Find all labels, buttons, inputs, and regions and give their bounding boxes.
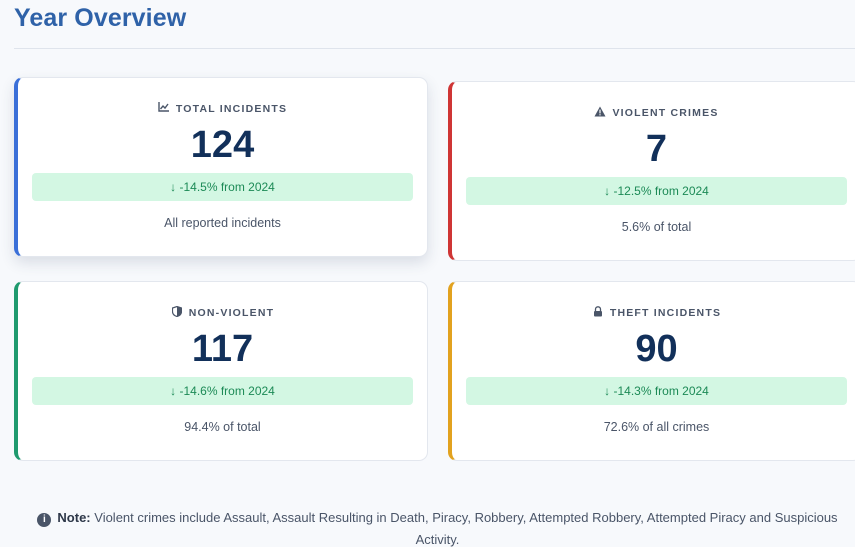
card-subtext: 72.6% of all crimes — [603, 420, 710, 434]
card-value: 7 — [645, 128, 668, 170]
card-non-violent: NON-VIOLENT 117 ↓ -14.6% from 2024 94.4%… — [14, 281, 428, 461]
shield-icon — [171, 305, 183, 320]
card-subtext: 5.6% of total — [621, 220, 692, 234]
card-violent-crimes: VIOLENT CRIMES 7 ↓ -12.5% from 2024 5.6%… — [448, 81, 855, 261]
change-badge: ↓ -12.5% from 2024 — [466, 177, 847, 205]
card-label-row: VIOLENT CRIMES — [452, 106, 855, 120]
card-label-row: THEFT INCIDENTS — [452, 306, 855, 320]
card-subtext: 94.4% of total — [184, 420, 261, 434]
card-value: 124 — [190, 124, 255, 166]
card-value: 90 — [635, 328, 678, 370]
card-subtext: All reported incidents — [164, 216, 281, 230]
card-label: TOTAL INCIDENTS — [175, 102, 288, 115]
lock-icon — [592, 306, 604, 320]
card-label-row: TOTAL INCIDENTS — [18, 102, 427, 115]
note-text: Violent crimes include Assault, Assault … — [90, 510, 838, 547]
info-icon: i — [37, 513, 52, 527]
card-label: NON-VIOLENT — [188, 307, 275, 319]
warning-icon — [594, 106, 606, 120]
page-title: Year Overview — [14, 4, 187, 32]
title-divider — [14, 48, 855, 49]
card-label: VIOLENT CRIMES — [612, 107, 719, 119]
card-value: 117 — [191, 328, 254, 370]
card-label-row: NON-VIOLENT — [18, 305, 427, 320]
change-badge: ↓ -14.3% from 2024 — [466, 377, 847, 405]
card-label: THEFT INCIDENTS — [609, 307, 722, 319]
change-badge: ↓ -14.5% from 2024 — [32, 173, 413, 201]
change-badge: ↓ -14.6% from 2024 — [32, 377, 413, 405]
chart-line-icon — [158, 102, 170, 115]
footnote: i Note: Violent crimes include Assault, A… — [30, 507, 845, 547]
card-theft-incidents: THEFT INCIDENTS 90 ↓ -14.3% from 2024 72… — [448, 281, 855, 461]
note-prefix: Note: — [57, 510, 91, 525]
card-total-incidents: TOTAL INCIDENTS 124 ↓ -14.5% from 2024 A… — [14, 77, 428, 257]
